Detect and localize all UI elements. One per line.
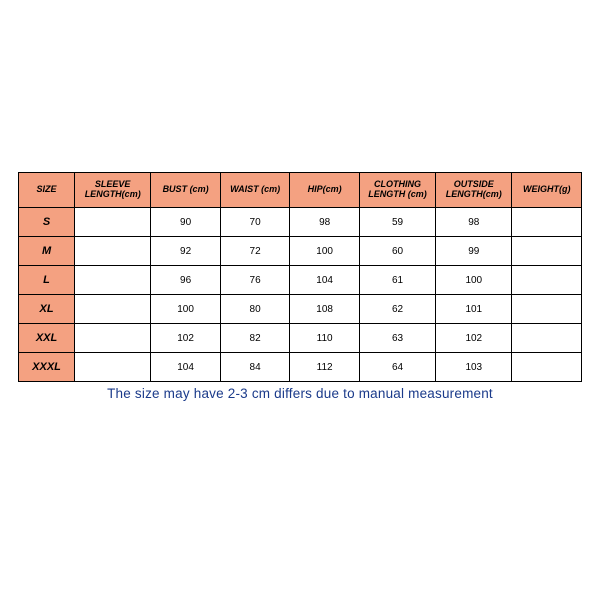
cell-outside: 99 bbox=[436, 237, 512, 266]
col-bust: BUST (cm) bbox=[151, 173, 221, 208]
table-row: L 967610461100 bbox=[19, 266, 582, 295]
cell-bust: 102 bbox=[151, 324, 221, 353]
cell-weight bbox=[512, 295, 582, 324]
cell-clothing: 59 bbox=[359, 208, 435, 237]
cell-clothing: 61 bbox=[359, 266, 435, 295]
cell-sleeve bbox=[75, 237, 151, 266]
table-row: XXXL 1048411264103 bbox=[19, 353, 582, 382]
cell-clothing: 64 bbox=[359, 353, 435, 382]
cell-hip: 108 bbox=[290, 295, 360, 324]
cell-waist: 70 bbox=[220, 208, 290, 237]
cell-outside: 100 bbox=[436, 266, 512, 295]
cell-clothing: 60 bbox=[359, 237, 435, 266]
col-outside: OUTSIDE LENGTH(cm) bbox=[436, 173, 512, 208]
cell-bust: 100 bbox=[151, 295, 221, 324]
cell-waist: 76 bbox=[220, 266, 290, 295]
col-clothing: CLOTHING LENGTH (cm) bbox=[359, 173, 435, 208]
cell-waist: 72 bbox=[220, 237, 290, 266]
cell-outside: 98 bbox=[436, 208, 512, 237]
cell-waist: 84 bbox=[220, 353, 290, 382]
cell-clothing: 62 bbox=[359, 295, 435, 324]
cell-weight bbox=[512, 208, 582, 237]
cell-waist: 80 bbox=[220, 295, 290, 324]
cell-hip: 110 bbox=[290, 324, 360, 353]
table-header-row: SIZE SLEEVE LENGTH(cm) BUST (cm) WAIST (… bbox=[19, 173, 582, 208]
col-waist: WAIST (cm) bbox=[220, 173, 290, 208]
cell-bust: 104 bbox=[151, 353, 221, 382]
size-table-wrapper: SIZE SLEEVE LENGTH(cm) BUST (cm) WAIST (… bbox=[18, 172, 582, 382]
row-size-label: XL bbox=[19, 295, 75, 324]
table-row: XL 1008010862101 bbox=[19, 295, 582, 324]
table-row: XXL1028211063102 bbox=[19, 324, 582, 353]
cell-bust: 96 bbox=[151, 266, 221, 295]
row-size-label: S bbox=[19, 208, 75, 237]
cell-clothing: 63 bbox=[359, 324, 435, 353]
cell-weight bbox=[512, 237, 582, 266]
cell-weight bbox=[512, 324, 582, 353]
cell-sleeve bbox=[75, 324, 151, 353]
cell-sleeve bbox=[75, 208, 151, 237]
table-row: M 92721006099 bbox=[19, 237, 582, 266]
cell-weight bbox=[512, 353, 582, 382]
cell-weight bbox=[512, 266, 582, 295]
cell-bust: 92 bbox=[151, 237, 221, 266]
cell-bust: 90 bbox=[151, 208, 221, 237]
row-size-label: XXXL bbox=[19, 353, 75, 382]
cell-outside: 101 bbox=[436, 295, 512, 324]
col-sleeve: SLEEVE LENGTH(cm) bbox=[75, 173, 151, 208]
cell-hip: 112 bbox=[290, 353, 360, 382]
cell-hip: 98 bbox=[290, 208, 360, 237]
cell-sleeve bbox=[75, 353, 151, 382]
col-weight: WEIGHT(g) bbox=[512, 173, 582, 208]
cell-hip: 100 bbox=[290, 237, 360, 266]
measurement-note: The size may have 2-3 cm differs due to … bbox=[0, 386, 600, 401]
size-chart-container: SIZE SLEEVE LENGTH(cm) BUST (cm) WAIST (… bbox=[0, 0, 600, 600]
row-size-label: L bbox=[19, 266, 75, 295]
cell-outside: 102 bbox=[436, 324, 512, 353]
size-table: SIZE SLEEVE LENGTH(cm) BUST (cm) WAIST (… bbox=[18, 172, 582, 382]
cell-sleeve bbox=[75, 266, 151, 295]
row-size-label: M bbox=[19, 237, 75, 266]
col-size: SIZE bbox=[19, 173, 75, 208]
table-row: S9070985998 bbox=[19, 208, 582, 237]
col-hip: HIP(cm) bbox=[290, 173, 360, 208]
cell-outside: 103 bbox=[436, 353, 512, 382]
cell-hip: 104 bbox=[290, 266, 360, 295]
cell-sleeve bbox=[75, 295, 151, 324]
row-size-label: XXL bbox=[19, 324, 75, 353]
cell-waist: 82 bbox=[220, 324, 290, 353]
